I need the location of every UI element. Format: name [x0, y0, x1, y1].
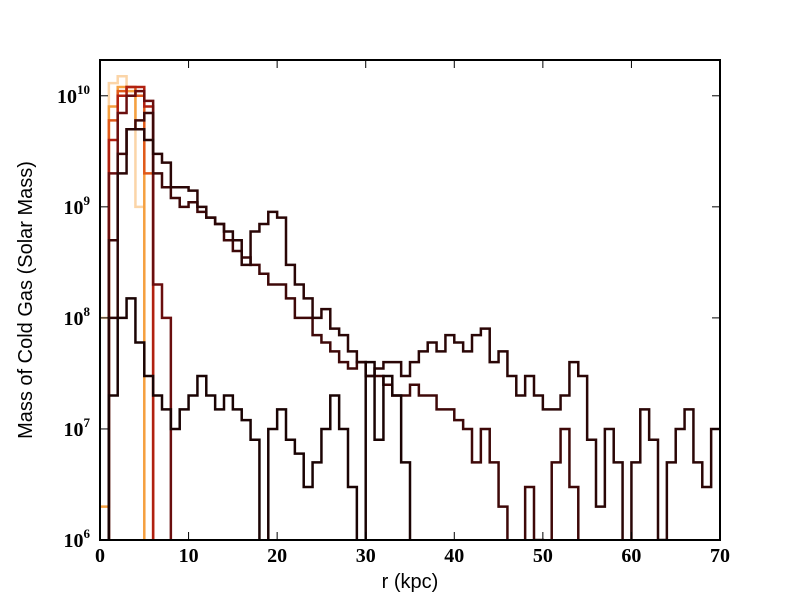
x-tick-label: 20	[267, 545, 287, 567]
y-tick-power: 9	[84, 193, 91, 208]
step-line	[107, 127, 720, 540]
y-tick-power: 6	[84, 526, 91, 541]
x-tick-label: 0	[95, 545, 105, 567]
x-tick-label: 70	[710, 545, 730, 567]
y-tick-base: 10	[64, 308, 84, 330]
y-tick-label: 106	[64, 526, 91, 552]
y-axis-label: Mass of Cold Gas (Solar Mass)	[15, 161, 37, 439]
step-line	[107, 297, 412, 540]
y-tick-power: 8	[84, 304, 91, 319]
y-tick-base: 10	[64, 197, 84, 219]
y-tick-base: 10	[64, 419, 84, 441]
y-tick-power: 10	[77, 82, 90, 97]
x-tick-label: 40	[444, 545, 464, 567]
y-tick-base: 10	[57, 86, 77, 108]
x-tick-label: 30	[356, 545, 376, 567]
y-tick-label: 108	[64, 304, 91, 330]
y-tick-label: 109	[64, 193, 91, 219]
plot-frame	[99, 59, 721, 541]
x-tick-label: 10	[179, 545, 199, 567]
y-tick-label: 1010	[57, 82, 90, 108]
step-line	[107, 111, 580, 540]
x-axis-label: r (kpc)	[382, 571, 439, 593]
x-tick-label: 60	[621, 545, 641, 567]
y-tick-label: 107	[64, 415, 91, 441]
plot-lines	[100, 74, 720, 540]
step-line	[107, 89, 173, 540]
y-tick-base: 10	[64, 530, 84, 552]
y-tick-power: 7	[84, 415, 91, 430]
x-tick-label: 50	[533, 545, 553, 567]
